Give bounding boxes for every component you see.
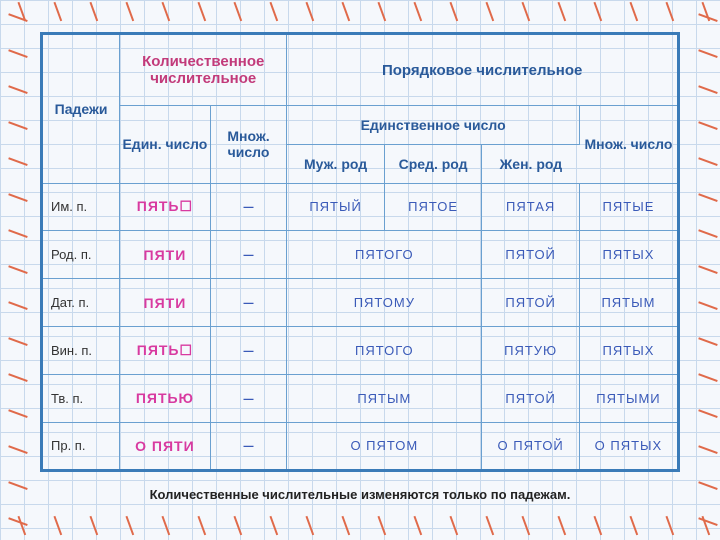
case-label: Вин. п. <box>43 326 120 374</box>
case-row: Дат. п.ПЯТИ–ПЯТОМУПЯТОЙПЯТЫМ <box>43 279 677 327</box>
quant-sing-cell: ПЯТЬ☐ <box>120 183 211 231</box>
case-row: Род. п.ПЯТИ–ПЯТОГОПЯТОЙПЯТЫХ <box>43 231 677 279</box>
ord-plur-cell: ПЯТЫЕ <box>579 183 677 231</box>
ord-fem-cell: ПЯТОЙ <box>482 279 580 327</box>
ord-masc-neut-cell: О ПЯТОМ <box>287 422 482 469</box>
ord-masc-neut-cell: ПЯТОГО <box>287 231 482 279</box>
ord-fem-cell: ПЯТАЯ <box>482 183 580 231</box>
ordinal-plural-header: Множ. число <box>579 106 677 183</box>
quant-plur-cell: – <box>210 183 287 231</box>
quant-plural-header: Множ. число <box>210 106 287 183</box>
ord-fem-cell: ПЯТОЙ <box>482 374 580 422</box>
quant-sing-cell: О ПЯТИ <box>120 422 211 469</box>
case-row: Пр. п.О ПЯТИ–О ПЯТОМО ПЯТОЙО ПЯТЫХ <box>43 422 677 469</box>
ord-masc-neut-cell: ПЯТЫМ <box>287 374 482 422</box>
numeral-declension-table: Падежи Количественное числительное Поряд… <box>43 35 677 469</box>
case-label: Пр. п. <box>43 422 120 469</box>
case-label: Дат. п. <box>43 279 120 327</box>
ord-neut-cell: ПЯТОЕ <box>384 183 482 231</box>
ordinal-singular-header: Единственное число <box>287 106 580 145</box>
quant-plur-cell: – <box>210 374 287 422</box>
quant-sing-cell: ПЯТИ <box>120 279 211 327</box>
ord-masc-neut-cell: ПЯТОГО <box>287 326 482 374</box>
ord-plur-cell: ПЯТЫМ <box>579 279 677 327</box>
declension-table-frame: Падежи Количественное числительное Поряд… <box>40 32 680 472</box>
case-row: Вин. п.ПЯТЬ☐–ПЯТОГОПЯТУЮПЯТЫХ <box>43 326 677 374</box>
quant-plur-cell: – <box>210 279 287 327</box>
header-row-1: Падежи Количественное числительное Поряд… <box>43 35 677 106</box>
cases-header: Падежи <box>43 35 120 183</box>
header-row-2: Един. число Множ. число Единственное чис… <box>43 106 677 145</box>
quant-sing-cell: ПЯТЬЮ <box>120 374 211 422</box>
ord-fem-cell: О ПЯТОЙ <box>482 422 580 469</box>
quant-plur-cell: – <box>210 326 287 374</box>
quant-plur-cell: – <box>210 422 287 469</box>
masculine-header: Муж. род <box>287 144 385 183</box>
neuter-header: Сред. род <box>384 144 482 183</box>
case-label: Род. п. <box>43 231 120 279</box>
ord-fem-cell: ПЯТУЮ <box>482 326 580 374</box>
ordinal-header: Порядковое числительное <box>287 35 677 106</box>
quant-singular-header: Един. число <box>120 106 211 183</box>
case-label: Им. п. <box>43 183 120 231</box>
ord-plur-cell: ПЯТЫХ <box>579 326 677 374</box>
case-row: Тв. п.ПЯТЬЮ–ПЯТЫМПЯТОЙПЯТЫМИ <box>43 374 677 422</box>
ord-fem-cell: ПЯТОЙ <box>482 231 580 279</box>
ord-plur-cell: О ПЯТЫХ <box>579 422 677 469</box>
quant-sing-cell: ПЯТЬ☐ <box>120 326 211 374</box>
caption-text: Количественные числительные изменяются т… <box>0 487 720 502</box>
ord-plur-cell: ПЯТЫХ <box>579 231 677 279</box>
case-row: Им. п.ПЯТЬ☐–ПЯТЫЙПЯТОЕПЯТАЯПЯТЫЕ <box>43 183 677 231</box>
feminine-header: Жен. род <box>482 144 580 183</box>
quant-plur-cell: – <box>210 231 287 279</box>
quantitative-header: Количественное числительное <box>120 35 287 106</box>
ord-plur-cell: ПЯТЫМИ <box>579 374 677 422</box>
ord-masc-cell: ПЯТЫЙ <box>287 183 385 231</box>
case-label: Тв. п. <box>43 374 120 422</box>
ord-masc-neut-cell: ПЯТОМУ <box>287 279 482 327</box>
quant-sing-cell: ПЯТИ <box>120 231 211 279</box>
